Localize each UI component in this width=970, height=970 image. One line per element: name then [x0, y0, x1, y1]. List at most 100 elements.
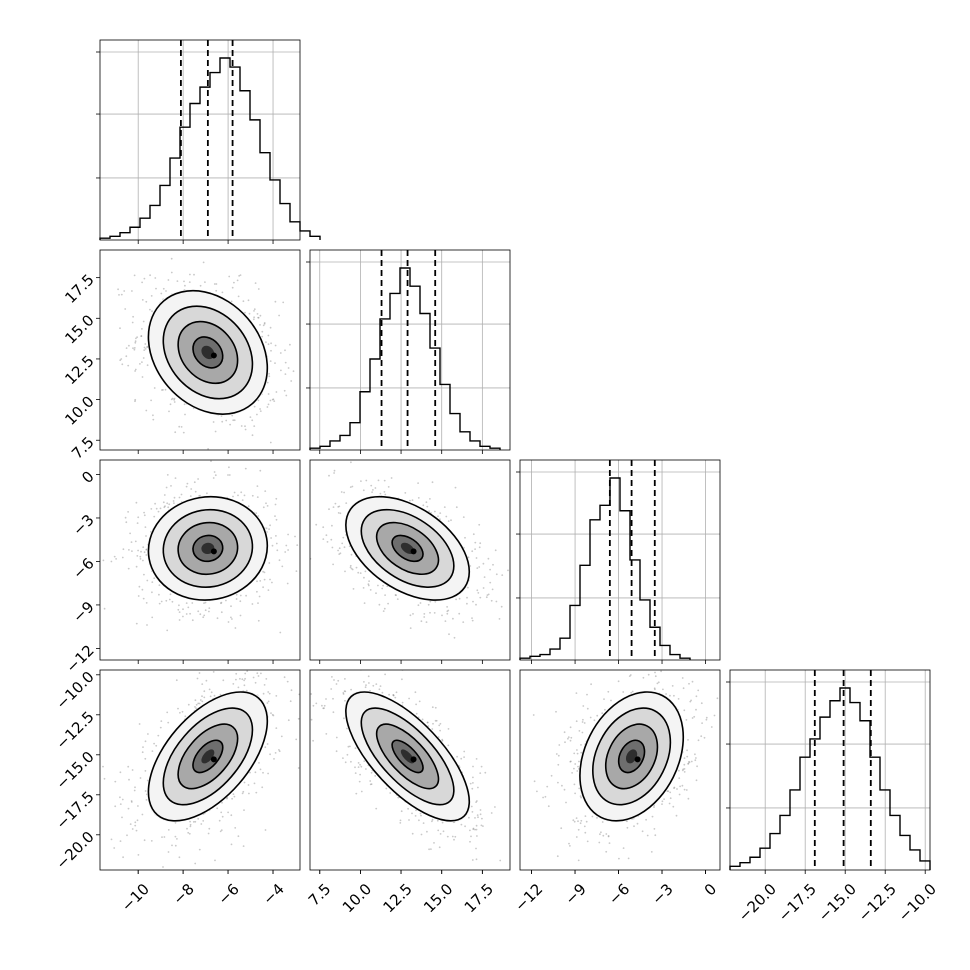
scatter-point: [338, 505, 341, 508]
scatter-point: [490, 812, 493, 814]
scatter-point: [446, 835, 449, 838]
scatter-point: [469, 829, 471, 832]
scatter-point: [252, 676, 255, 679]
scatter-point: [171, 844, 173, 847]
histogram-step-line: [729, 687, 931, 870]
scatter-point: [295, 738, 298, 741]
scatter-point: [489, 568, 491, 571]
scatter-point: [463, 750, 466, 753]
scatter-point: [180, 426, 183, 428]
scatter-point: [418, 819, 420, 822]
scatter-point: [401, 701, 404, 704]
scatter-point: [244, 425, 246, 428]
scatter-point: [162, 287, 165, 290]
scatter-point: [608, 873, 610, 875]
scatter-point: [429, 611, 431, 614]
scatter-point: [378, 688, 381, 691]
density-panel-1-2: [309, 459, 511, 661]
scatter-point: [248, 792, 250, 795]
scatter-point: [135, 829, 138, 832]
scatter-point: [555, 753, 558, 755]
scatter-point: [569, 726, 572, 729]
scatter-point: [186, 827, 188, 830]
x-tick-label: −10: [118, 880, 153, 915]
contour-line: [345, 691, 471, 822]
y-tick-label: 0: [78, 467, 97, 486]
scatter-point: [267, 772, 269, 775]
scatter-point: [245, 594, 248, 597]
scatter-point: [661, 803, 663, 805]
scatter-point: [439, 512, 442, 514]
scatter-point: [196, 677, 199, 680]
scatter-point: [326, 541, 329, 543]
x-tick-label: −6: [605, 880, 633, 908]
x-tick-label: 15.0: [420, 880, 456, 916]
scatter-point: [445, 515, 448, 518]
scatter-point: [237, 494, 239, 497]
x-tick-label: −9: [561, 880, 589, 908]
density-fill: [625, 749, 638, 764]
scatter-point: [665, 693, 667, 695]
scatter-point: [174, 477, 177, 479]
contour-line: [360, 707, 455, 806]
scatter-point: [168, 598, 171, 601]
scatter-point: [162, 866, 164, 868]
scatter-point: [369, 783, 372, 786]
scatter-point: [499, 859, 502, 862]
scatter-point: [295, 667, 297, 669]
scatter-point: [586, 693, 588, 696]
scatter-point: [415, 703, 417, 706]
scatter-point: [274, 515, 276, 517]
scatter-point: [189, 825, 192, 828]
scatter-point: [344, 699, 346, 702]
scatter-point: [663, 798, 665, 800]
scatter-point: [419, 602, 422, 604]
scatter-point: [384, 673, 386, 676]
scatter-point: [281, 565, 284, 568]
scatter-point: [464, 825, 466, 828]
scatter-point: [472, 533, 475, 536]
scatter-point: [178, 619, 181, 621]
scatter-point: [474, 548, 476, 550]
scatter-point: [690, 699, 692, 702]
scatter-point: [478, 546, 481, 549]
scatter-point: [602, 834, 605, 837]
scatter-point: [374, 775, 377, 777]
scatter-point: [576, 770, 579, 772]
scatter-point: [480, 765, 483, 768]
scatter-point: [189, 495, 192, 497]
scatter-point: [262, 771, 264, 774]
scatter-point: [253, 782, 256, 785]
scatter-point: [132, 315, 135, 318]
scatter-point: [137, 805, 139, 807]
scatter-point: [467, 586, 469, 589]
scatter-point: [152, 414, 154, 417]
panel-content: [117, 257, 295, 450]
scatter-point: [248, 312, 251, 315]
scatter-point: [682, 768, 685, 771]
scatter-point: [705, 718, 708, 721]
scatter-point: [686, 749, 688, 752]
scatter-point: [367, 583, 370, 586]
scatter-point: [363, 602, 366, 604]
scatter-point: [170, 271, 173, 274]
scatter-point: [417, 482, 419, 484]
axes-frame: [309, 459, 511, 661]
scatter-point: [267, 343, 270, 346]
scatter-point: [411, 812, 413, 815]
scatter-point: [220, 415, 223, 417]
histogram-step-line: [99, 57, 321, 240]
scatter-point: [462, 621, 465, 623]
scatter-point: [360, 765, 363, 768]
scatter-point: [395, 594, 397, 597]
contour-line: [604, 723, 659, 790]
scatter-point: [605, 850, 608, 853]
scatter-point: [178, 496, 181, 499]
scatter-point: [170, 485, 172, 487]
scatter-point: [446, 610, 449, 613]
scatter-point: [249, 771, 251, 774]
scatter-point: [146, 624, 148, 626]
scatter-point: [259, 410, 262, 412]
scatter-point: [141, 281, 144, 284]
scatter-point: [352, 588, 355, 590]
